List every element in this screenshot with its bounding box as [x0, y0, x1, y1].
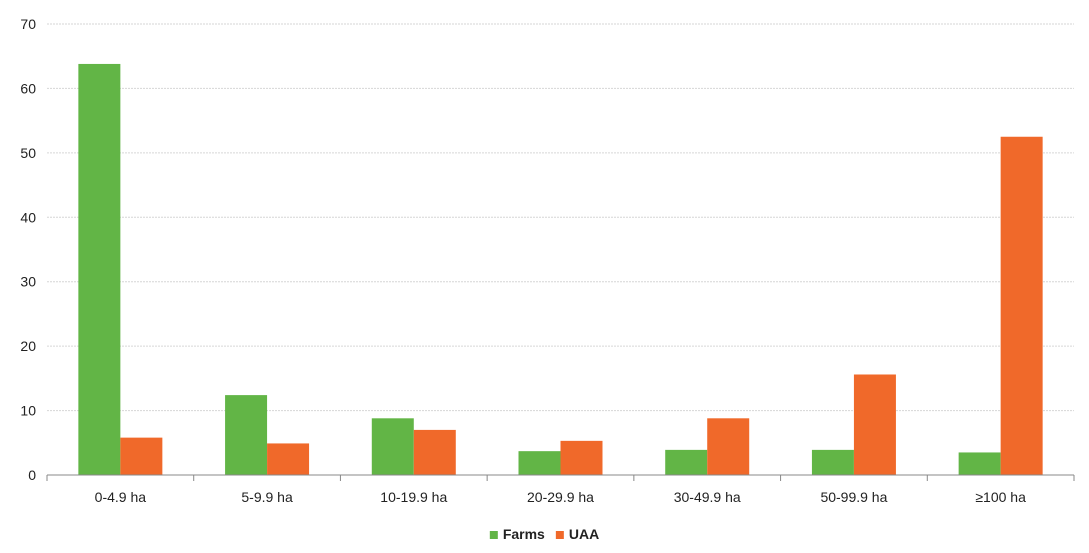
bar-uaa	[1000, 136, 1043, 475]
legend-swatch	[489, 531, 498, 539]
legend-item-farms: Farms	[489, 526, 545, 542]
y-tick-label: 0	[28, 467, 36, 483]
legend-item-uaa: UAA	[555, 526, 599, 542]
bar-farms	[958, 452, 1001, 475]
x-tick-label: 0-4.9 ha	[95, 489, 147, 505]
bar-farms	[225, 395, 268, 475]
bar-farms	[811, 449, 854, 475]
bar-farms	[371, 418, 414, 475]
x-axis-ticks: 0-4.9 ha 5-9.9 ha 10-19.9 ha 20-29.9 ha 30-4…	[95, 489, 1026, 505]
x-tick-label: 20-29.9 ha	[527, 489, 594, 505]
bars	[78, 63, 1043, 476]
bar-uaa	[853, 374, 896, 475]
legend: Farms UAA	[489, 526, 599, 542]
bar-farms	[665, 449, 708, 475]
y-tick-label: 40	[20, 209, 36, 225]
y-tick-label: 30	[20, 274, 36, 290]
legend-swatch	[555, 531, 564, 539]
bar-uaa	[707, 418, 750, 475]
legend-label: UAA	[569, 526, 599, 542]
bar-farms	[518, 451, 561, 475]
x-tick-label: 50-99.9 ha	[820, 489, 887, 505]
x-axis	[46, 474, 1075, 481]
y-tick-label: 50	[20, 145, 36, 161]
bar-uaa	[413, 429, 456, 475]
y-tick-label: 70	[20, 16, 36, 32]
x-tick-label: 30-49.9 ha	[674, 489, 741, 505]
x-tick-label: 10-19.9 ha	[380, 489, 447, 505]
y-axis-ticks: 0 10 20 30 40 50 60 70	[20, 16, 36, 483]
x-tick-label: ≥100 ha	[975, 489, 1026, 505]
bar-uaa	[120, 437, 163, 475]
legend-label: Farms	[503, 526, 545, 542]
y-tick-label: 20	[20, 338, 36, 354]
x-tick-label: 5-9.9 ha	[241, 489, 293, 505]
bar-uaa	[560, 440, 603, 475]
y-tick-label: 10	[20, 403, 36, 419]
y-tick-label: 60	[20, 80, 36, 96]
bar-uaa	[267, 443, 310, 475]
bar-farms	[78, 63, 121, 476]
gridlines	[47, 23, 1074, 412]
